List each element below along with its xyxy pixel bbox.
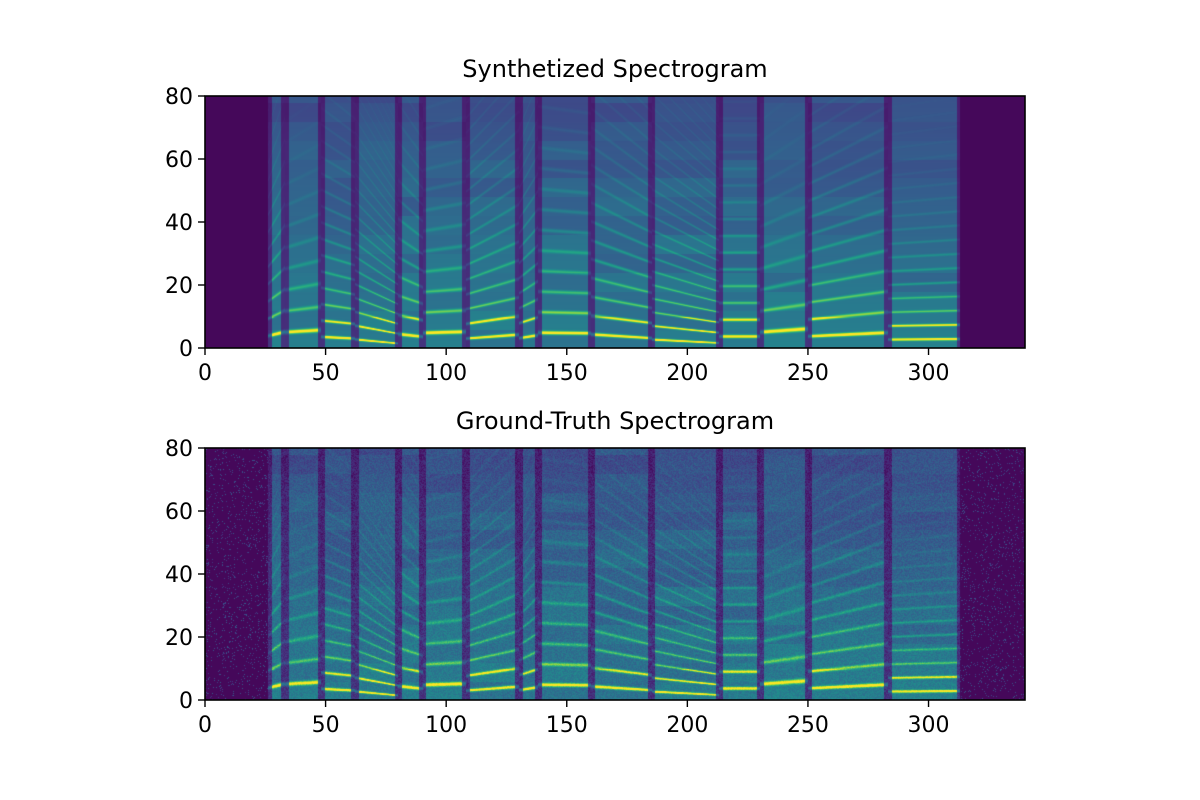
ground-truth-spectrogram-heatmap — [205, 448, 1025, 700]
x-tick-label: 150 — [546, 713, 588, 738]
x-tick-label: 100 — [425, 713, 467, 738]
x-tick-label: 300 — [908, 713, 950, 738]
x-tick-label: 250 — [787, 361, 829, 386]
x-tick-label: 0 — [198, 713, 212, 738]
y-tick-label: 20 — [165, 626, 193, 651]
synthetized-spectrogram-title: Synthetized Spectrogram — [462, 55, 768, 83]
y-tick-label: 60 — [165, 148, 193, 173]
y-tick-label: 20 — [165, 274, 193, 299]
x-tick-label: 300 — [908, 361, 950, 386]
x-tick-label: 50 — [312, 361, 340, 386]
x-tick-label: 200 — [666, 713, 708, 738]
x-tick-label: 50 — [312, 713, 340, 738]
x-tick-label: 100 — [425, 361, 467, 386]
x-tick-label: 0 — [198, 361, 212, 386]
y-tick-label: 80 — [165, 437, 193, 462]
plot-frame — [204, 447, 1026, 701]
ground-truth-spectrogram-title: Ground-Truth Spectrogram — [455, 407, 775, 435]
y-tick-label: 0 — [179, 337, 193, 362]
synthetized-spectrogram-heatmap — [205, 96, 1025, 348]
x-tick-label: 250 — [787, 713, 829, 738]
x-tick-label: 200 — [666, 361, 708, 386]
y-tick-label: 40 — [165, 563, 193, 588]
y-tick-label: 0 — [179, 689, 193, 714]
x-tick-label: 150 — [546, 361, 588, 386]
y-tick-label: 40 — [165, 211, 193, 236]
y-tick-label: 60 — [165, 500, 193, 525]
y-tick-label: 80 — [165, 85, 193, 110]
